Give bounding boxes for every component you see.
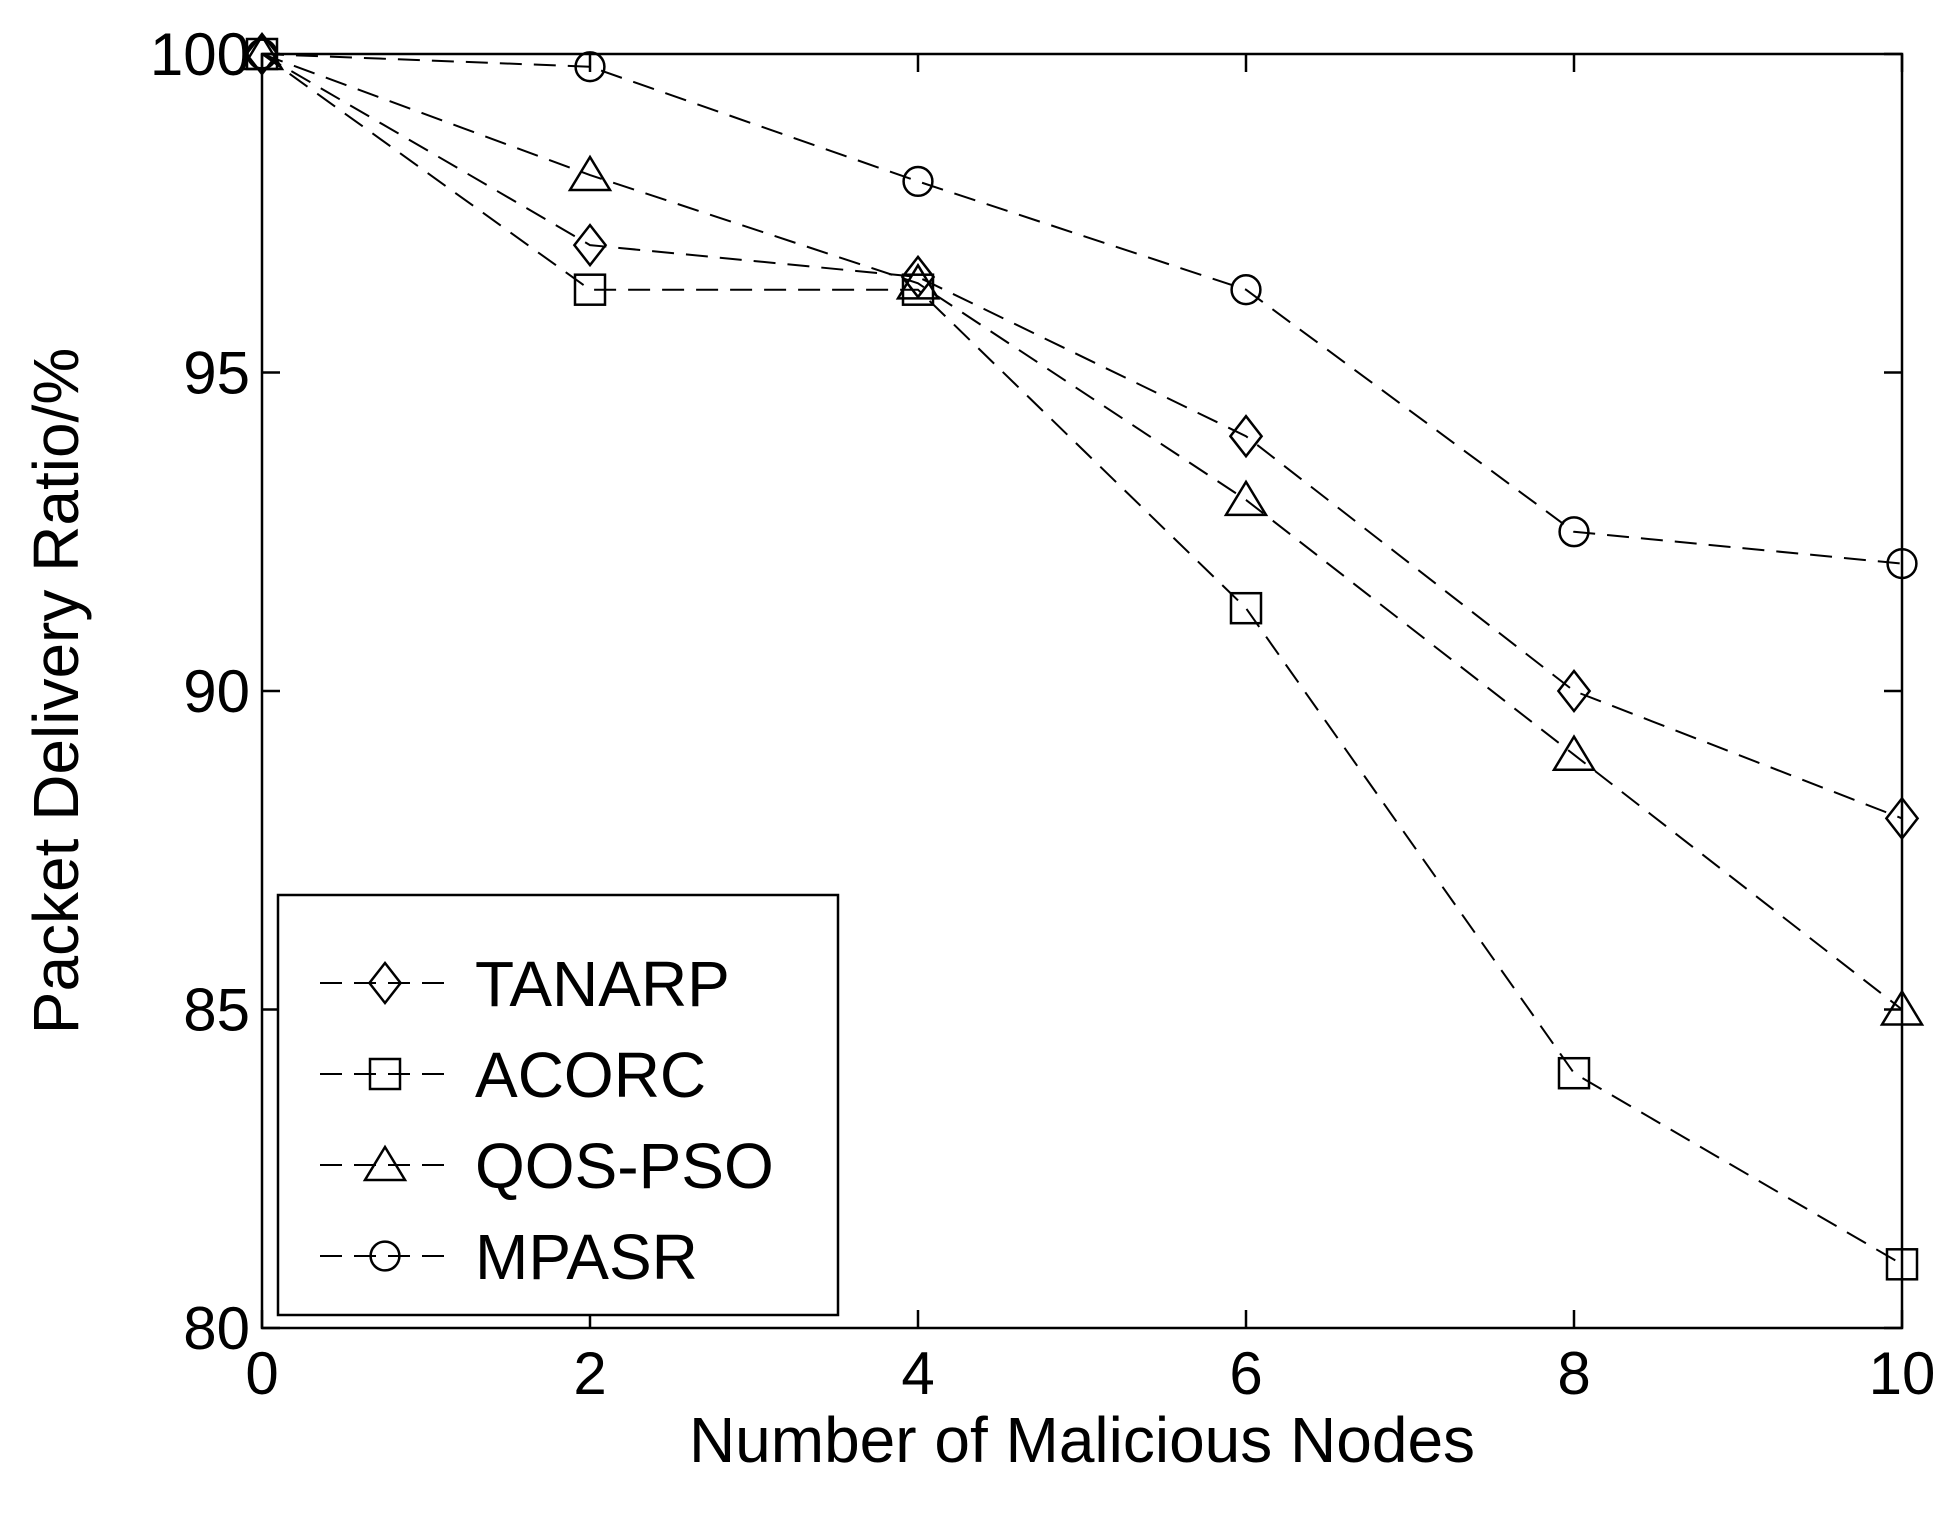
x-tick-label: 4 xyxy=(901,1340,934,1407)
legend-label: QOS-PSO xyxy=(475,1130,774,1202)
ticks-layer: 0 2 4 6 8 10 80 85 90 95 100 xyxy=(150,21,1935,1407)
data-point-diamond xyxy=(244,31,280,77)
y-tick-label: 95 xyxy=(183,340,250,407)
data-point-diamond xyxy=(1556,668,1592,714)
x-tick-label: 6 xyxy=(1229,1340,1262,1407)
legend-label: ACORC xyxy=(475,1039,706,1111)
data-point-square xyxy=(1229,591,1263,625)
series-line-tanarp xyxy=(261,53,1903,820)
series-layer xyxy=(239,31,1925,1281)
data-point-triangle xyxy=(895,262,941,300)
legend: TANARP ACORC QOS-PSO MPASR xyxy=(276,893,840,1317)
data-point-triangle xyxy=(362,1144,408,1182)
data-point-diamond xyxy=(1884,796,1920,841)
data-point-triangle xyxy=(1879,989,1925,1026)
y-tick-label: 80 xyxy=(183,1295,250,1362)
y-tick-label: 100 xyxy=(150,21,250,88)
data-point-square xyxy=(1885,1248,1919,1281)
series-tanarp xyxy=(244,31,1920,841)
legend-label: MPASR xyxy=(475,1221,698,1293)
x-tick-label: 8 xyxy=(1557,1340,1590,1407)
y-axis-title: Packet Delivery Ratio/% xyxy=(20,348,92,1034)
data-point-triangle xyxy=(1551,734,1597,771)
data-point-square xyxy=(368,1057,402,1091)
x-tick-label: 10 xyxy=(1869,1340,1936,1407)
legend-box xyxy=(276,893,840,1317)
data-point-circle xyxy=(574,51,606,83)
series-mpasr xyxy=(246,38,1918,580)
data-point-circle xyxy=(1230,274,1262,306)
data-point-triangle xyxy=(1223,479,1269,517)
legend-label: TANARP xyxy=(475,948,730,1020)
data-point-diamond xyxy=(367,960,403,1006)
data-point-diamond xyxy=(900,254,936,299)
data-point-circle xyxy=(1558,516,1590,548)
data-point-square xyxy=(1557,1056,1591,1090)
data-point-circle xyxy=(1886,547,1918,580)
data-point-triangle xyxy=(567,154,613,192)
data-point-circle xyxy=(902,165,934,198)
data-point-circle xyxy=(369,1240,401,1272)
x-axis-title: Number of Malicious Nodes xyxy=(689,1404,1475,1476)
data-point-diamond xyxy=(572,223,608,268)
series-line-qos-pso xyxy=(261,53,1903,1011)
y-tick-label: 85 xyxy=(183,977,250,1044)
data-point-circle xyxy=(246,38,278,70)
data-point-diamond xyxy=(1228,414,1264,459)
series-qos-pso xyxy=(239,33,1925,1026)
data-point-square xyxy=(573,273,607,306)
y-tick-label: 90 xyxy=(183,658,250,725)
x-tick-label: 0 xyxy=(245,1340,278,1407)
series-line-acorc xyxy=(261,53,1903,1266)
x-tick-label: 2 xyxy=(573,1340,606,1407)
series-line-mpasr xyxy=(261,53,1903,565)
